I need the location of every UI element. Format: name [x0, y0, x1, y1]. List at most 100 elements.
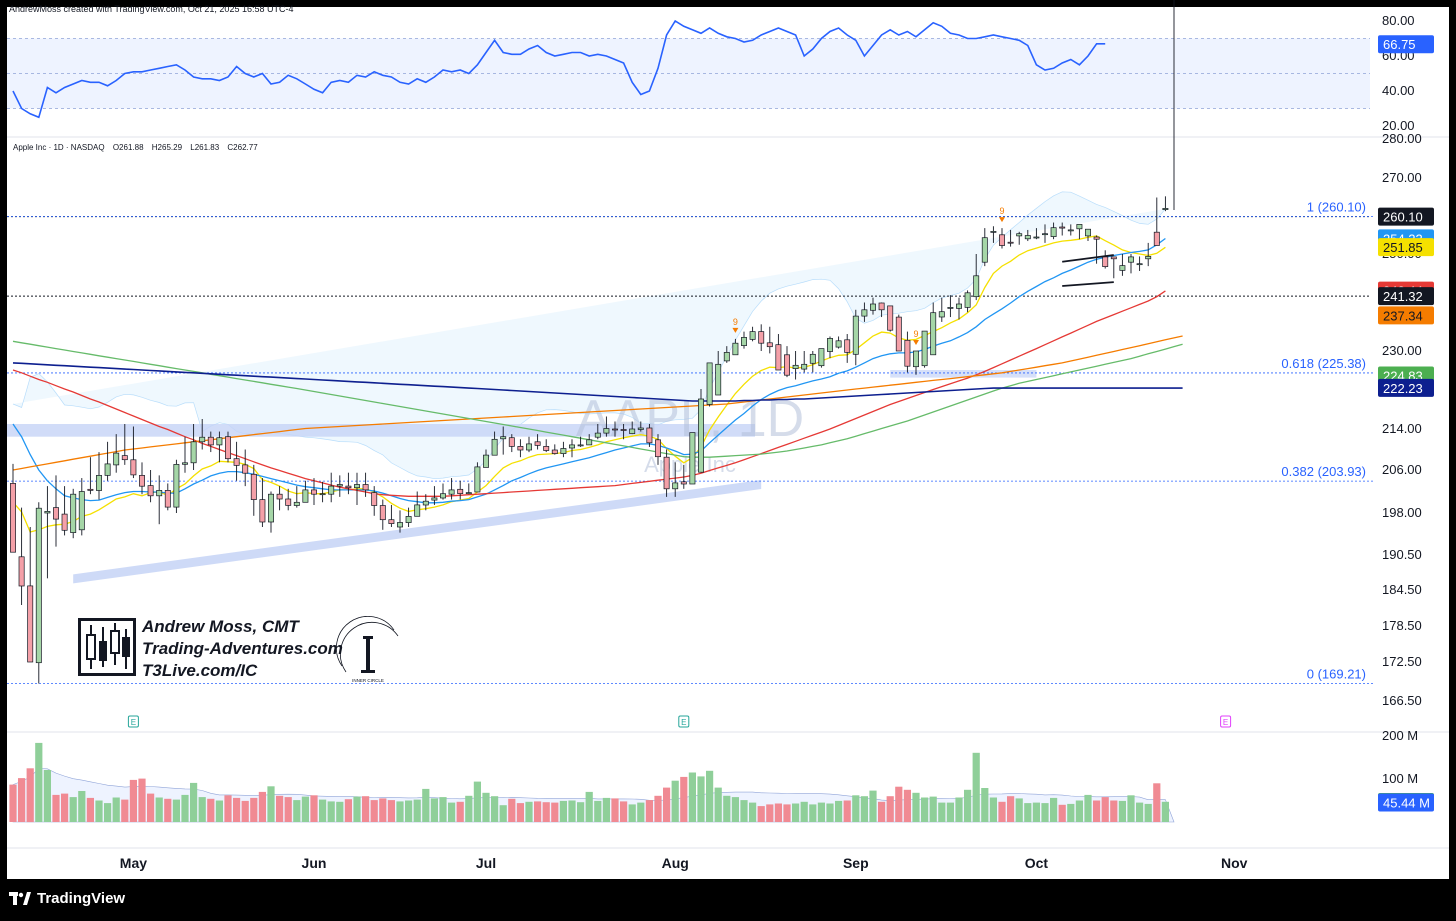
volume-bar [663, 787, 671, 822]
volume-tick-label: 200 M [1382, 728, 1418, 743]
candle [431, 486, 438, 505]
candle [164, 483, 171, 511]
price-label-text: 241.32 [1383, 289, 1423, 304]
candle [1136, 256, 1143, 271]
candle-body-up [268, 493, 274, 523]
candle-body-down [388, 519, 395, 524]
price-label: 260.10 [1378, 207, 1434, 226]
candle [612, 421, 618, 437]
price-tick-label: 206.00 [1382, 462, 1422, 477]
volume-bar [843, 800, 851, 822]
candle [646, 424, 653, 447]
candle [689, 432, 696, 485]
volume-bar [1084, 794, 1092, 822]
candle-body-up [104, 463, 111, 476]
candle-body-up [689, 432, 696, 485]
candle [551, 444, 558, 455]
volume-bar [800, 801, 808, 822]
candle-body-up [1076, 224, 1083, 230]
candle-body-down [887, 305, 894, 331]
candle [1110, 256, 1117, 279]
candle [594, 424, 601, 440]
candle [895, 314, 902, 352]
candle-body-up [603, 428, 610, 434]
volume-bar [1050, 797, 1058, 822]
candle [766, 326, 773, 354]
candle-body-down [784, 354, 790, 376]
candle [35, 502, 42, 684]
candle [113, 434, 120, 473]
td-count-label: 9 [913, 329, 918, 339]
volume-bar [190, 782, 198, 822]
flag-pattern [1062, 254, 1114, 287]
candle [1102, 250, 1109, 269]
candle-body-up [190, 441, 197, 464]
candle [620, 424, 627, 440]
candle [199, 419, 206, 450]
candle-body-down [457, 488, 464, 494]
candle [981, 228, 988, 267]
candle-body-up [405, 516, 412, 523]
td-count-label: 9 [999, 206, 1004, 216]
candle [938, 297, 945, 322]
volume-bar [405, 800, 413, 822]
candle-body-down [18, 556, 25, 587]
volume-bar [757, 806, 765, 822]
volume-bar [654, 795, 662, 822]
candle [1085, 228, 1091, 242]
candle-body-down [259, 499, 266, 523]
volume-bar [267, 786, 275, 822]
candle-body-up [1067, 229, 1074, 232]
volume-bar [568, 800, 576, 822]
volume-bar [1015, 798, 1023, 822]
horizontal-lines [7, 216, 1370, 297]
volume-bar [224, 795, 232, 822]
volume-bar [138, 778, 146, 822]
earnings-marker: E [1220, 715, 1232, 728]
candle [999, 228, 1005, 249]
volume-bar [723, 795, 731, 822]
candle [1093, 235, 1100, 264]
candle-body-up [397, 522, 403, 528]
volume-bar [172, 799, 180, 822]
volume-bar [241, 800, 249, 822]
candle [1145, 242, 1152, 267]
candle-body-up [431, 497, 438, 501]
volume-bar [774, 803, 782, 822]
volume-bar [422, 788, 430, 822]
price-tick-label: 166.50 [1382, 693, 1422, 708]
candle-body-up [1145, 256, 1152, 260]
volume-bar [628, 804, 636, 822]
candle [104, 441, 111, 481]
earnings-label: E [131, 718, 136, 727]
author-site: Trading-Adventures.com [142, 639, 343, 658]
candle [543, 439, 550, 453]
candle-body-up [723, 352, 730, 362]
volume-bar [645, 800, 653, 822]
candle [285, 488, 292, 511]
price-label-bg [1378, 207, 1434, 226]
candle-body-up [78, 491, 85, 531]
candle-body-down [242, 464, 249, 474]
volume-bar [387, 800, 395, 822]
candle-body-up [981, 237, 988, 263]
candle [319, 481, 326, 503]
volume-bar [18, 778, 26, 822]
volume-bar [835, 800, 843, 822]
time-axis-label: Nov [1221, 855, 1248, 871]
volume-bar [585, 791, 593, 822]
tradingview-brand[interactable]: TradingView [9, 890, 125, 907]
fib-level-label: 0.618 (225.38) [1281, 356, 1366, 371]
candle [990, 226, 997, 243]
candle-body-down [1102, 256, 1109, 267]
candle [844, 334, 851, 363]
candle-body-down [646, 427, 653, 444]
candle [61, 486, 68, 536]
fibonacci-levels: 1 (260.10) 0.618 (225.38) 0.382 (203.93) 0 … [7, 200, 1374, 684]
volume-bar [964, 789, 972, 823]
chart-area[interactable] [7, 7, 1449, 879]
price-tick-label: 280.00 [1382, 131, 1422, 146]
candle [577, 436, 584, 447]
candle-body-up [715, 363, 722, 396]
